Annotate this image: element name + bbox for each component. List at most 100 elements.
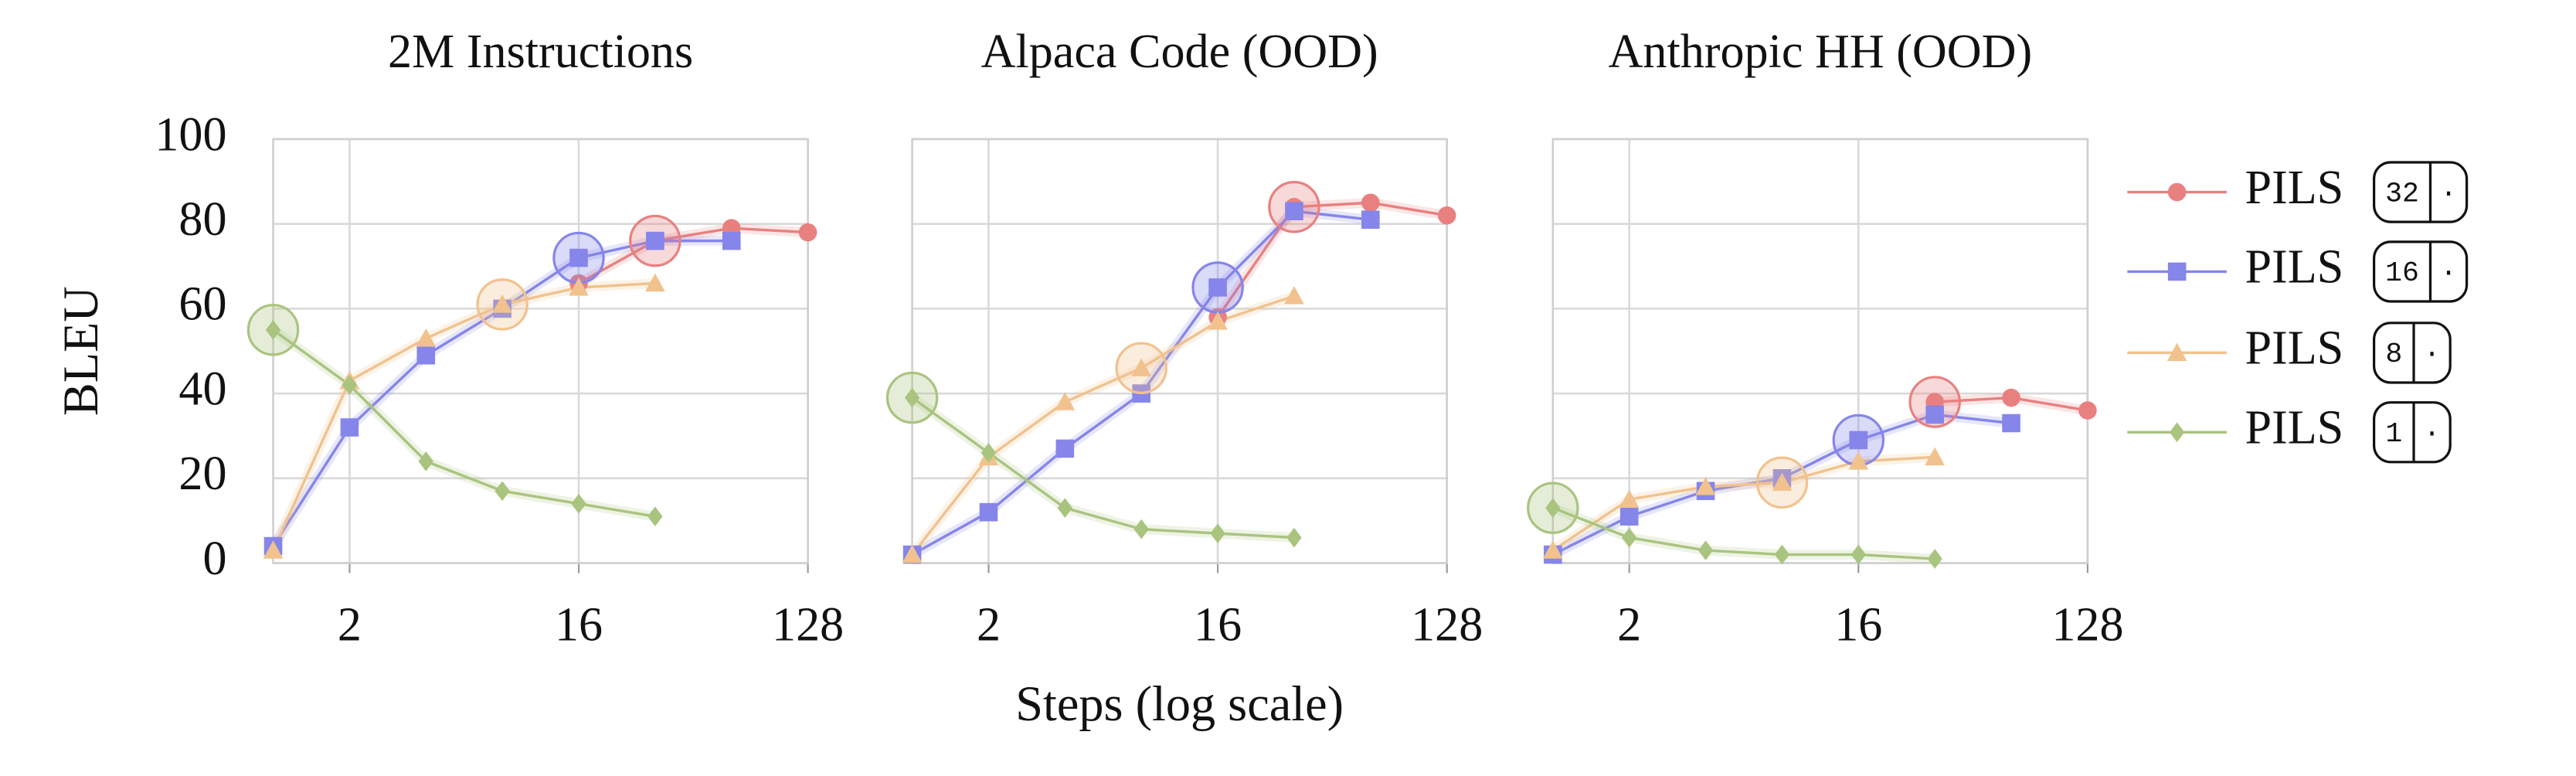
marker [1208,311,1228,330]
x-tick-label: 16 [1194,598,1242,651]
chart-title: Anthropic HH (OOD) [1609,26,2033,78]
marker [492,294,513,313]
marker [1619,507,1639,526]
legend-badge-text: 16 [2385,257,2419,289]
x-tick-label: 128 [1411,598,1483,651]
marker [1437,206,1456,225]
marker [904,387,920,408]
marker [1848,451,1869,470]
chart-title: Alpaca Code (OOD) [981,26,1378,78]
marker [2002,414,2020,433]
y-tick-label: 80 [178,193,226,246]
marker [2078,401,2097,420]
series-line [911,397,1295,539]
plot-frame [1551,138,2089,564]
marker [1545,498,1561,519]
legend-badge-mark: · [2440,257,2457,289]
marker [1925,447,1946,466]
legend-marker [2167,182,2187,202]
y-axis-label: BLEU [53,286,108,416]
marker [342,375,358,395]
y-tick-label: 40 [178,362,226,415]
marker [569,277,589,296]
marker [1849,431,1868,450]
legend-badge-text: 32 [2385,178,2419,209]
marker [1361,210,1380,229]
legend-label: PILS [2245,241,2343,294]
series-line [578,226,808,284]
x-axis-label: Steps (log scale) [1015,676,1344,731]
series-line [271,281,655,551]
series-line [1551,455,1935,552]
marker [1057,498,1072,519]
marker [1285,202,1303,221]
y-tick-label: 20 [178,448,226,500]
marker [1772,472,1793,492]
legend-label: PILS [2245,322,2343,375]
series-line [911,294,1295,556]
x-tick-label: 128 [772,598,844,651]
plot-frame [272,138,809,564]
marker [1284,286,1304,305]
marker [569,248,588,267]
marker [571,493,586,514]
x-tick-label: 16 [555,598,603,651]
marker [416,328,437,347]
series-line [272,328,656,518]
marker [1774,544,1790,565]
marker [2002,388,2020,407]
marker [1286,527,1302,548]
legend-badge-text: 8 [2385,339,2402,370]
marker [1925,405,1944,424]
x-tick-label: 128 [2051,598,2123,651]
marker [1210,523,1225,543]
plot-frame [911,138,1448,564]
series-band [1550,451,1935,555]
marker [1619,489,1640,508]
legend-badge-mark: · [2424,339,2441,370]
legend-label: PILS [2245,402,2343,454]
marker [1361,193,1380,213]
x-tick-label: 2 [338,598,362,651]
y-tick-label: 100 [155,108,226,161]
marker [979,502,998,522]
legend-badge [2372,322,2452,384]
marker [1542,540,1563,559]
marker [647,506,663,527]
legend-badge [2372,240,2469,303]
chart-title: 2M Instructions [388,26,693,78]
legend-marker [2169,422,2185,443]
marker [1927,549,1942,569]
legend-marker [2166,342,2187,362]
y-tick-label: 60 [178,278,226,331]
y-tick-label: 0 [202,533,226,585]
x-tick-label: 16 [1834,598,1882,651]
legend-label: PILS [2245,162,2343,214]
series-line [1216,201,1447,318]
marker [1055,392,1076,410]
marker [646,231,664,250]
marker [980,443,997,463]
marker [722,231,741,250]
marker [1131,358,1152,376]
marker [1698,540,1714,560]
legend-marker [2167,262,2187,281]
x-tick-label: 2 [1617,598,1641,651]
marker [263,540,284,559]
marker [1850,544,1866,565]
series-line [1552,506,1935,560]
marker [902,544,923,563]
marker [1055,439,1075,458]
legend-badge-text: 1 [2385,418,2402,450]
marker [798,223,817,242]
marker [1208,278,1227,297]
marker [645,273,665,292]
legend-badge [2372,401,2452,464]
marker [1133,519,1149,539]
marker [416,345,436,365]
legend-badge-mark: · [2424,418,2441,450]
marker [1622,527,1637,548]
marker [1695,476,1716,495]
